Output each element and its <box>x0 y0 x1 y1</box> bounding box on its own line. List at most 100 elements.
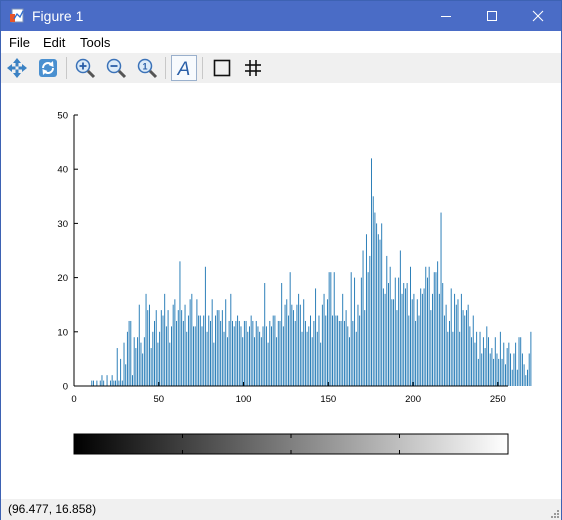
histogram-bar <box>515 342 517 386</box>
histogram-bar <box>174 299 176 386</box>
histogram-bar <box>249 326 250 386</box>
histogram-bar <box>177 310 179 386</box>
x-tick-label: 50 <box>153 394 164 405</box>
histogram-bar <box>109 380 111 386</box>
histogram-bar <box>232 320 233 386</box>
histogram-bar <box>476 331 478 386</box>
histogram-bar <box>430 310 432 386</box>
histogram-bar <box>528 353 530 386</box>
maximize-button[interactable] <box>469 1 515 31</box>
histogram-bar <box>449 320 450 386</box>
histogram-bar <box>499 331 501 386</box>
histogram-bar <box>399 250 401 386</box>
histogram-bar <box>437 261 439 386</box>
maximize-icon <box>487 11 497 21</box>
insert-text-button[interactable]: A <box>171 55 197 81</box>
histogram-bar <box>133 337 135 386</box>
status-bar: (96.477, 16.858) <box>1 499 561 520</box>
histogram-bar <box>157 342 159 386</box>
histogram-bar <box>237 315 239 386</box>
title-bar[interactable]: Figure 1 <box>1 1 561 31</box>
histogram-bar <box>150 348 152 386</box>
histogram-bar <box>333 272 335 386</box>
histogram-bar <box>460 293 462 386</box>
histogram-bar <box>155 310 157 386</box>
toolbar-separator <box>66 57 67 79</box>
histogram-bar <box>472 315 474 386</box>
resize-grip-icon[interactable] <box>549 508 559 518</box>
rotate-button[interactable] <box>35 55 61 81</box>
histogram-bar <box>433 272 435 386</box>
histogram-bar <box>103 380 105 386</box>
histogram-bar <box>443 315 445 386</box>
histogram-bar <box>203 315 205 386</box>
histogram-bar <box>176 320 178 386</box>
plot-area[interactable]: 0 10 20 30 40 50 0 50 100 150 200 250 <box>1 83 561 499</box>
histogram-bar <box>294 320 296 386</box>
histogram-bar <box>99 380 101 386</box>
histogram-chart[interactable]: 0 10 20 30 40 50 0 50 100 150 200 250 <box>1 83 561 499</box>
zoom-reset-button[interactable]: 1 <box>134 55 160 81</box>
histogram-bar <box>154 320 155 386</box>
toggle-grid-icon <box>245 60 261 76</box>
histogram-bar <box>140 342 142 386</box>
histogram-bar <box>152 331 154 386</box>
histogram-bar <box>216 310 218 386</box>
histogram-bar <box>452 331 454 386</box>
histogram-bar <box>406 283 408 386</box>
histogram-bar <box>379 239 381 386</box>
histogram-bar <box>447 331 449 386</box>
histogram-bar <box>318 315 320 386</box>
histogram-bar <box>479 331 481 386</box>
menu-file[interactable]: File <box>9 35 30 50</box>
y-tick-label: 30 <box>57 219 68 230</box>
histogram-bar <box>518 337 520 386</box>
histogram-bar <box>423 288 425 386</box>
menu-tools[interactable]: Tools <box>80 35 111 50</box>
insert-text-icon: A <box>177 59 191 79</box>
histogram-bar <box>276 337 278 386</box>
toggle-axes-box-button[interactable] <box>209 55 235 81</box>
toolbar: 1 A <box>1 53 561 83</box>
menu-bar: File Edit Tools <box>1 31 561 53</box>
histogram-bar <box>347 326 349 386</box>
menu-edit[interactable]: Edit <box>43 35 66 50</box>
histogram-bar <box>427 277 428 386</box>
histogram-bar <box>432 293 434 386</box>
pan-button[interactable] <box>4 55 30 81</box>
histogram-bar <box>404 288 406 386</box>
histogram-bar <box>311 337 313 386</box>
minimize-button[interactable] <box>423 1 469 31</box>
histogram-bar <box>360 277 362 386</box>
histogram-bar <box>254 337 256 386</box>
histogram-bar <box>410 266 411 386</box>
histogram-bar <box>287 315 289 386</box>
histogram-bar <box>382 288 384 386</box>
histogram-bar <box>279 320 281 386</box>
histogram-bar <box>313 320 315 386</box>
toggle-grid-button[interactable] <box>240 55 266 81</box>
rotate-icon <box>39 59 57 77</box>
histogram-bar <box>135 348 137 386</box>
histogram-bar <box>271 326 272 386</box>
histogram-bar <box>369 255 371 386</box>
zoom-in-button[interactable] <box>72 55 98 81</box>
histogram-bar <box>413 293 415 386</box>
histogram-bar <box>247 331 249 386</box>
histogram-bar <box>359 315 361 386</box>
histogram-bar <box>299 304 301 386</box>
histogram-bar <box>440 212 442 386</box>
histogram-bar <box>142 353 144 386</box>
histogram-bar <box>420 288 422 386</box>
histogram-bar <box>343 320 345 386</box>
histogram-bar <box>411 299 413 386</box>
histogram-bar <box>445 304 447 386</box>
histogram-bar <box>169 342 171 386</box>
histogram-bar <box>162 315 164 386</box>
close-button[interactable] <box>515 1 561 31</box>
histogram-bar <box>367 272 369 386</box>
zoom-out-button[interactable] <box>103 55 129 81</box>
histogram-bar <box>435 272 437 386</box>
histogram-bar <box>220 320 222 386</box>
histogram-bar <box>513 353 515 386</box>
